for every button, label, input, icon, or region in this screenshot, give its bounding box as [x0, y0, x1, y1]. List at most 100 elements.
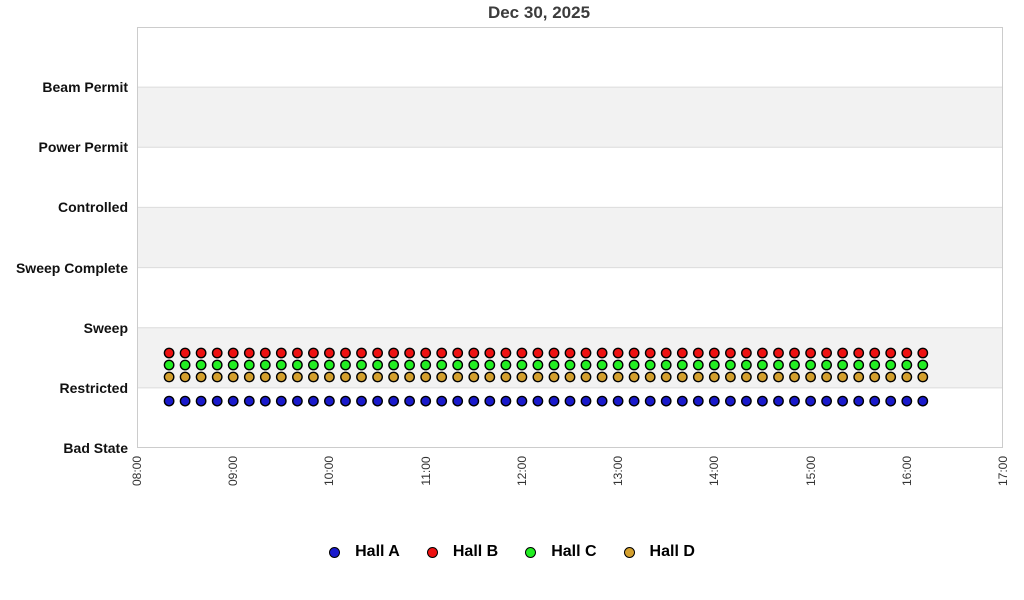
data-point-hall-c	[195, 359, 207, 371]
data-point-hall-a	[853, 395, 865, 407]
data-point-hall-c	[307, 359, 319, 371]
data-point-hall-a	[885, 395, 897, 407]
data-point-hall-a	[837, 395, 848, 407]
data-point-hall-d	[580, 371, 592, 383]
x-axis-label-0900: 09:00	[226, 455, 241, 487]
data-point-hall-b	[644, 347, 656, 359]
data-point-hall-b	[388, 347, 399, 359]
data-point-hall-b	[628, 347, 640, 359]
data-point-hall-b	[773, 347, 784, 359]
data-point-hall-c	[580, 359, 592, 371]
data-point-hall-b	[901, 347, 913, 359]
plot-band	[137, 27, 1003, 88]
data-point-hall-d	[548, 371, 560, 383]
data-point-hall-b	[468, 347, 480, 359]
data-point-hall-c	[853, 359, 865, 371]
data-point-hall-d	[885, 371, 897, 383]
data-point-hall-d	[596, 371, 608, 383]
data-point-hall-a	[227, 395, 239, 407]
data-point-hall-c	[885, 359, 897, 371]
legend-dot-hall-a	[329, 546, 341, 558]
data-point-hall-b	[580, 347, 592, 359]
data-point-hall-b	[436, 347, 448, 359]
data-point-hall-b	[195, 347, 207, 359]
data-point-hall-c	[420, 359, 432, 371]
data-point-hall-d	[628, 371, 640, 383]
data-point-hall-c	[275, 359, 287, 371]
data-point-hall-d	[805, 371, 816, 383]
data-point-hall-a	[548, 395, 560, 407]
data-point-hall-c	[548, 359, 560, 371]
data-point-hall-a	[420, 395, 432, 407]
y-axis-label-sweep: Sweep	[83, 319, 128, 336]
data-point-hall-d	[484, 371, 496, 383]
x-axis-label-1600: 16:00	[899, 455, 914, 487]
legend-label-hall-b: Hall B	[452, 543, 499, 560]
x-axis-label-1100: 11:00	[418, 456, 433, 486]
data-point-hall-b	[692, 347, 704, 359]
y-axis-label-power-permit: Power Permit	[38, 139, 128, 156]
data-point-hall-c	[869, 359, 881, 371]
data-point-hall-d	[372, 371, 383, 383]
data-point-hall-c	[725, 359, 736, 371]
data-point-hall-a	[323, 395, 335, 407]
data-point-hall-c	[692, 359, 704, 371]
data-point-hall-c	[291, 359, 303, 371]
legend-dot-hall-d	[623, 546, 635, 558]
legend-label-hall-d: Hall D	[649, 543, 695, 560]
data-point-hall-d	[323, 371, 335, 383]
data-point-hall-c	[757, 359, 768, 371]
data-point-hall-b	[837, 347, 848, 359]
data-point-hall-b	[708, 347, 720, 359]
data-point-hall-c	[404, 359, 415, 371]
data-point-hall-c	[612, 359, 624, 371]
data-point-hall-a	[532, 395, 544, 407]
data-point-hall-a	[372, 395, 383, 407]
data-point-hall-c	[901, 359, 913, 371]
data-point-hall-a	[805, 395, 816, 407]
data-point-hall-b	[356, 347, 367, 359]
data-point-hall-b	[612, 347, 624, 359]
x-axis-label-1500: 15:00	[803, 455, 818, 487]
data-point-hall-d	[388, 371, 399, 383]
data-point-hall-b	[420, 347, 432, 359]
data-point-hall-a	[741, 395, 752, 407]
data-point-hall-a	[243, 395, 255, 407]
data-point-hall-a	[660, 395, 672, 407]
data-point-hall-a	[404, 395, 415, 407]
data-point-hall-b	[805, 347, 816, 359]
data-point-hall-d	[404, 371, 415, 383]
data-point-hall-a	[356, 395, 367, 407]
data-point-hall-c	[211, 359, 223, 371]
data-point-hall-a	[211, 395, 223, 407]
data-point-hall-a	[307, 395, 319, 407]
data-point-hall-d	[211, 371, 223, 383]
data-point-hall-b	[516, 347, 528, 359]
data-point-hall-a	[612, 395, 624, 407]
data-point-hall-a	[901, 395, 913, 407]
data-point-hall-c	[564, 359, 576, 371]
data-point-hall-a	[773, 395, 784, 407]
data-point-hall-c	[773, 359, 784, 371]
data-point-hall-c	[227, 359, 239, 371]
data-point-hall-b	[869, 347, 881, 359]
y-axis-label-beam-permit: Beam Permit	[42, 79, 128, 96]
data-point-hall-a	[596, 395, 608, 407]
data-point-hall-b	[885, 347, 897, 359]
legend-label-hall-c: Hall C	[551, 543, 597, 560]
data-point-hall-c	[644, 359, 656, 371]
y-axis-label-sweep-complete: Sweep Complete	[15, 259, 128, 276]
data-point-hall-a	[500, 395, 512, 407]
data-point-hall-b	[211, 347, 223, 359]
data-point-hall-d	[356, 371, 367, 383]
data-point-hall-a	[789, 395, 800, 407]
data-point-hall-b	[275, 347, 287, 359]
data-point-hall-c	[243, 359, 255, 371]
data-point-hall-d	[340, 371, 351, 383]
data-point-hall-d	[612, 371, 624, 383]
data-point-hall-b	[741, 347, 752, 359]
legend-item-hall-d: Hall D	[623, 543, 695, 561]
data-point-hall-b	[323, 347, 335, 359]
data-point-hall-b	[227, 347, 239, 359]
x-axis-label-1300: 13:00	[611, 455, 626, 487]
